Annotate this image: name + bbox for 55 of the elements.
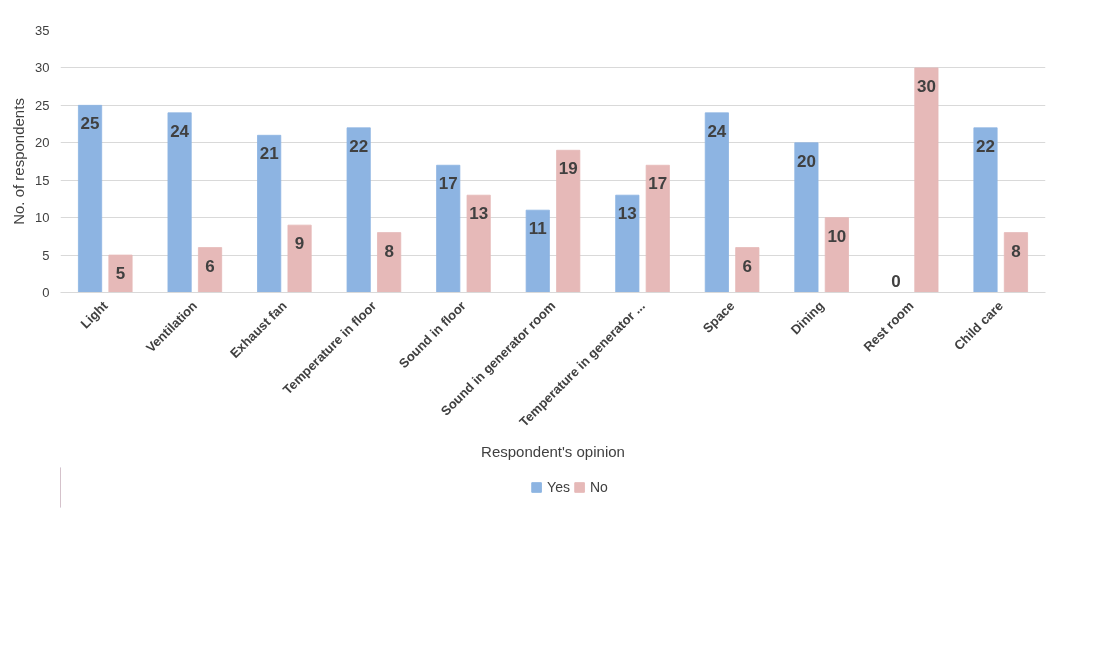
y-tick-label: 0 [42,285,50,300]
data-label: 22 [976,136,995,156]
data-label: 5 [115,264,126,284]
bar [78,104,103,293]
bar [556,149,581,293]
bar [377,232,402,293]
data-label: 30 [916,76,936,96]
data-label: 13 [469,204,489,224]
bar [735,247,760,293]
y-tick-label: 20 [35,135,50,151]
data-label: 17 [438,174,458,194]
data-label: 25 [80,114,100,134]
y-tick-label: 25 [35,97,50,113]
data-label: 8 [384,241,394,261]
bar [1003,232,1028,293]
bar [973,127,998,293]
data-label: 6 [205,256,215,276]
y-tick-label: 15 [35,172,50,188]
data-label: 10 [827,226,847,246]
y-axis-title: No. of respondents [10,98,28,225]
y-tick-label: 35 [35,23,50,38]
bar [645,164,670,293]
legend-label: Yes [547,479,570,495]
bar [615,194,640,293]
data-label: 22 [349,136,369,156]
bar [198,247,223,293]
bar [287,224,312,293]
bar [436,164,461,293]
bar [108,254,133,293]
bar [914,67,939,293]
legend-label: No [589,479,609,495]
y-tick-label: 30 [35,60,50,76]
data-label: 21 [259,144,279,164]
bar [704,112,729,293]
bar [794,142,819,293]
bar [466,194,491,293]
bar [257,134,282,293]
data-label: 19 [558,159,578,179]
data-label: 8 [1011,241,1021,261]
data-label: 13 [617,204,637,224]
bar [167,112,192,293]
bar [824,217,849,293]
data-label: 17 [648,174,668,194]
data-label: 20 [796,151,816,171]
data-label: 24 [170,121,190,141]
x-axis-title: Respondent's opinion [481,442,625,460]
y-tick-label: 10 [35,210,50,226]
data-label: 11 [528,219,547,239]
y-tick-label: 5 [42,247,50,263]
data-label: 6 [742,256,753,276]
data-label: 24 [707,121,727,141]
bar [525,209,550,293]
bar [346,127,371,293]
data-label: 9 [294,234,305,254]
data-label: 0 [891,271,901,291]
